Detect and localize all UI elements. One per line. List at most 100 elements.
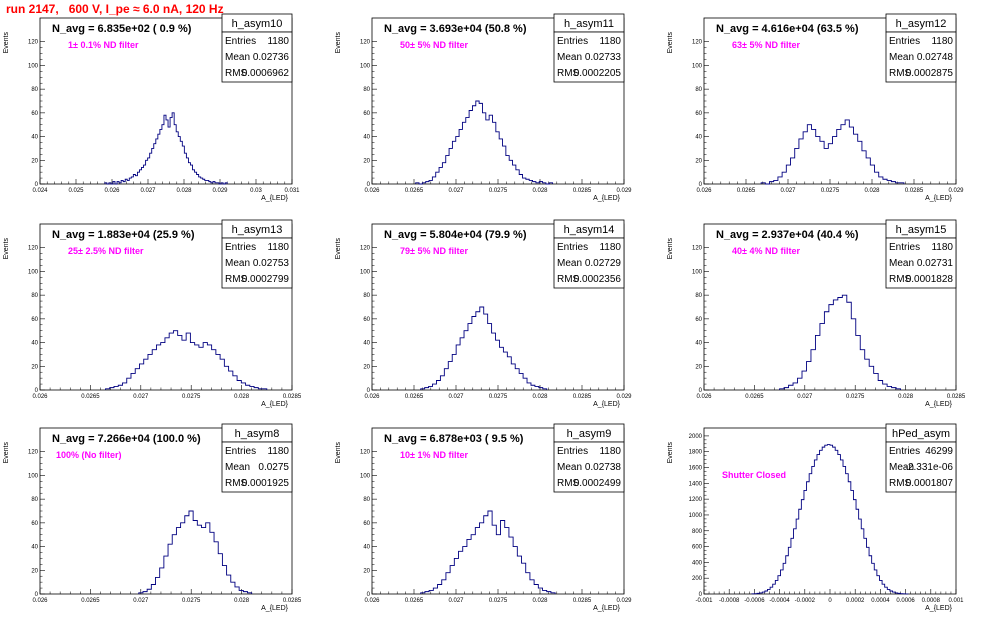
filter-annotation: 10± 1% ND filter	[400, 450, 468, 460]
x-tick-label: 0.028	[234, 394, 250, 400]
stats-value: -2.331e-06	[905, 462, 954, 473]
stats-label: RMS	[557, 274, 580, 285]
y-axis-label: Events	[667, 32, 674, 54]
stats-value: 1180	[931, 242, 953, 253]
y-tick-label: 120	[360, 246, 371, 252]
histogram-series	[420, 510, 556, 594]
x-tick-label: 0.0004	[871, 598, 890, 604]
histogram-h-asym14: 0 20 40 60 80 100 120 0.026 0.0265 0.027 0.0275 0.0…	[335, 219, 632, 408]
stats-label: Mean	[557, 52, 582, 63]
histogram-h-asym10: 0 20 40 60 80 100 120 0.024 0.025 0.026 0.027 0.028…	[3, 13, 300, 202]
stats-label: Entries	[889, 36, 920, 47]
stats-value: 0.02738	[585, 462, 622, 473]
stats-box	[221, 441, 293, 493]
navg-annotation: N_avg = 3.693e+04 (50.8 %)	[384, 23, 527, 35]
x-tick-label: 0.0275	[489, 598, 508, 604]
y-tick-label: 20	[363, 158, 370, 164]
histogram-series	[420, 306, 548, 390]
x-tick-label: 0.028	[898, 394, 914, 400]
x-tick-label: 0.0285	[283, 394, 302, 400]
x-axis-label: A_{LED}	[593, 195, 621, 202]
histogram-pad: 0 20 40 60 80 100 120 0.026 0.0265 0.027 0.0275 0.0…	[664, 12, 992, 217]
y-axis-label: Events	[335, 442, 342, 464]
y-tick-label: 120	[360, 450, 371, 456]
stats-value: 0.02731	[917, 258, 954, 269]
x-tick-label: 0.027	[133, 394, 149, 400]
y-tick-label: 100	[692, 63, 703, 69]
histogram-series	[105, 330, 268, 390]
stats-label: Entries	[557, 36, 588, 47]
x-tick-label: 0.025	[68, 188, 84, 194]
y-axis-label: Events	[667, 442, 674, 464]
stats-label: Entries	[557, 446, 588, 457]
filter-annotation: 79± 5% ND filter	[400, 246, 468, 256]
y-tick-label: 100	[360, 269, 371, 275]
x-tick-label: 0.027	[133, 598, 149, 604]
stats-box	[553, 31, 625, 83]
y-tick-label: 20	[31, 158, 38, 164]
stats-label: RMS	[557, 478, 580, 489]
stats-box	[553, 237, 625, 289]
navg-annotation: N_avg = 7.266e+04 (100.0 %)	[52, 433, 201, 445]
y-tick-label: 60	[363, 521, 370, 527]
stats-title: hPed_asym	[892, 428, 950, 440]
stats-value: 0.0001828	[906, 274, 954, 285]
y-tick-label: 40	[31, 135, 38, 141]
histogram-series	[779, 294, 902, 390]
x-tick-label: 0.0002	[846, 598, 865, 604]
stats-label: Mean	[557, 258, 582, 269]
x-tick-label: 0.026	[364, 394, 380, 400]
x-tick-label: 0.027	[140, 188, 156, 194]
y-tick-label: 120	[28, 246, 39, 252]
x-tick-label: 0	[828, 598, 832, 604]
x-tick-label: 0.0265	[405, 188, 424, 194]
y-tick-label: 1000	[689, 513, 703, 519]
stats-value: 1180	[599, 36, 621, 47]
y-tick-label: 1400	[689, 481, 703, 487]
y-tick-label: 1200	[689, 497, 703, 503]
navg-annotation: N_avg = 5.804e+04 (79.9 %)	[384, 229, 527, 241]
histogram-pad: 0 20 40 60 80 100 120 0.024 0.025 0.026 0.027 0.028…	[0, 12, 328, 217]
y-tick-label: 60	[31, 111, 38, 117]
histogram-pad: 0 20 40 60 80 100 120 0.026 0.0265 0.027 0.0275 0.0…	[332, 422, 660, 627]
filter-annotation: 25± 2.5% ND filter	[68, 246, 144, 256]
x-tick-label: 0.027	[797, 394, 813, 400]
x-axis-label: A_{LED}	[925, 605, 953, 612]
x-tick-label: 0.0265	[745, 394, 764, 400]
y-tick-label: 100	[360, 473, 371, 479]
y-tick-label: 40	[695, 135, 702, 141]
y-tick-label: 80	[363, 293, 370, 299]
stats-value: 0.02736	[253, 52, 290, 63]
x-tick-label: 0.028	[234, 598, 250, 604]
y-tick-label: 1800	[689, 450, 703, 456]
x-axis-label: A_{LED}	[593, 605, 621, 612]
y-tick-label: 0	[367, 182, 371, 188]
stats-value: 0.0001925	[242, 478, 290, 489]
histogram-h-asym9: 0 20 40 60 80 100 120 0.026 0.0265 0.027 0.0275 0.0…	[335, 423, 632, 612]
stats-value: 46299	[925, 446, 953, 457]
x-tick-label: 0.0265	[405, 394, 424, 400]
x-tick-label: 0.0285	[283, 598, 302, 604]
stats-value: 0.0002875	[906, 68, 954, 79]
x-tick-label: 0.0275	[182, 394, 201, 400]
x-tick-label: 0.029	[212, 188, 228, 194]
y-tick-label: 100	[28, 473, 39, 479]
stats-value: 0.0001807	[906, 478, 954, 489]
stats-label: Entries	[557, 242, 588, 253]
x-tick-label: 0.0275	[489, 188, 508, 194]
x-tick-label: -0.0002	[795, 598, 816, 604]
stats-label: Mean	[889, 258, 914, 269]
y-tick-label: 2000	[689, 434, 703, 440]
navg-annotation: N_avg = 6.878e+03 ( 9.5 %)	[384, 433, 524, 445]
x-tick-label: -0.001	[695, 598, 713, 604]
y-tick-label: 400	[692, 560, 703, 566]
x-tick-label: 0.028	[532, 394, 548, 400]
navg-annotation: N_avg = 1.883e+04 (25.9 %)	[52, 229, 195, 241]
y-tick-label: 20	[31, 568, 38, 574]
stats-label: RMS	[225, 478, 248, 489]
y-tick-label: 120	[28, 450, 39, 456]
y-tick-label: 60	[31, 317, 38, 323]
filter-annotation: 40± 4% ND filter	[732, 246, 800, 256]
y-tick-label: 60	[695, 317, 702, 323]
x-tick-label: 0.0008	[922, 598, 941, 604]
